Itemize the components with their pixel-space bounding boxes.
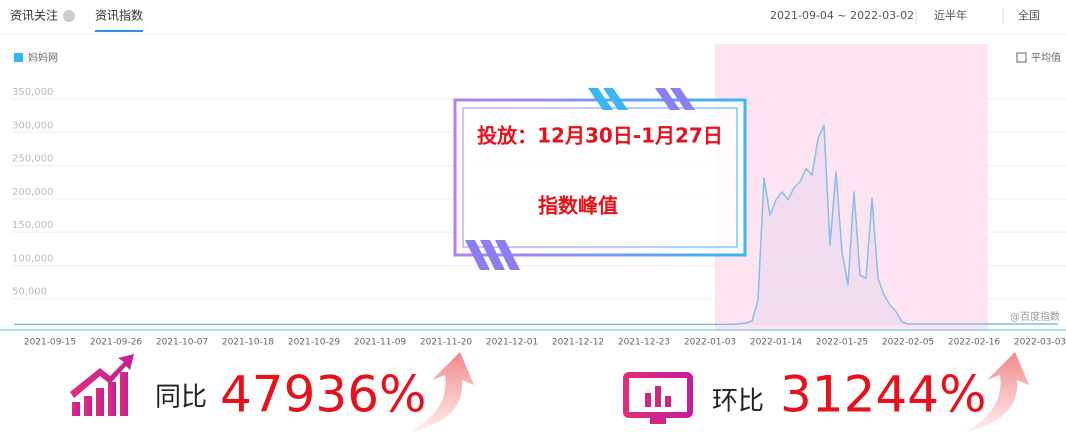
tab-active[interactable]: 资讯指数 — [95, 8, 143, 23]
line — [14, 124, 1058, 326]
watermark: @百度指数 — [1010, 310, 1060, 323]
y-tick-label: 300,000 — [12, 120, 53, 131]
arrow — [410, 352, 474, 432]
board-icon — [623, 372, 693, 424]
tab[interactable]: 资讯关注 — [10, 8, 58, 23]
help-icon — [63, 10, 75, 22]
x-tick-label: 2021-09-26 — [90, 338, 143, 348]
mom-value: 31244% — [780, 366, 987, 424]
x-tick-label: 2022-02-05 — [882, 338, 934, 348]
period-select[interactable]: 近半年 — [934, 8, 967, 22]
mom-label: 环比 — [712, 387, 764, 417]
stripes — [655, 88, 695, 110]
x-tick-label: 2021-09-15 — [24, 338, 76, 348]
growth-icon — [70, 354, 134, 416]
average-toggle[interactable]: 平均值 — [1031, 51, 1061, 64]
x-tick-label: 2022-01-25 — [816, 338, 868, 348]
annotation-box — [453, 98, 747, 257]
stripes — [465, 240, 520, 270]
legend-swatch — [14, 53, 23, 62]
x-tick-label: 2021-11-20 — [420, 338, 473, 348]
x-tick-label: 2021-12-01 — [486, 338, 538, 348]
y-tick-label: 250,000 — [12, 154, 53, 165]
y-tick-label: 100,000 — [12, 253, 53, 264]
date-range[interactable]: 2021-09-04 ~ 2022-03-02 — [770, 9, 914, 22]
x-tick-label: 2021-12-23 — [618, 338, 670, 348]
x-tick-label: 2021-10-29 — [288, 338, 341, 348]
x-tick-label: 2022-03-03 — [1014, 338, 1066, 348]
y-tick-label: 150,000 — [12, 220, 53, 231]
x-tick-label: 2022-01-03 — [684, 338, 736, 348]
y-tick-label: 50,000 — [12, 287, 47, 298]
y-tick-label: 350,000 — [12, 87, 53, 98]
annotation-inner — [462, 107, 738, 248]
arrow — [965, 352, 1029, 432]
x-tick-label: 2021-11-09 — [354, 338, 407, 348]
tab-underline — [95, 30, 143, 32]
x-tick-label: 2021-12-12 — [552, 338, 604, 348]
yoy-label: 同比 — [155, 383, 207, 413]
stripes — [588, 88, 628, 110]
area — [14, 125, 1058, 326]
checkbox[interactable] — [1016, 52, 1027, 63]
y-tick-label: 200,000 — [12, 187, 53, 198]
annotation-text: 投放：12月30日-1月27日 — [477, 124, 723, 148]
annotation-text: 指数峰值 — [538, 194, 618, 218]
region-select[interactable]: 全国 — [1018, 8, 1040, 22]
yoy-value: 47936% — [220, 366, 427, 424]
x-tick-label: 2021-10-07 — [156, 338, 208, 348]
x-tick-label: 2021-10-18 — [222, 338, 275, 348]
x-tick-label: 2022-02-16 — [948, 338, 1001, 348]
legend-label[interactable]: 妈妈网 — [28, 51, 58, 64]
x-tick-label: 2022-01-14 — [750, 338, 803, 348]
